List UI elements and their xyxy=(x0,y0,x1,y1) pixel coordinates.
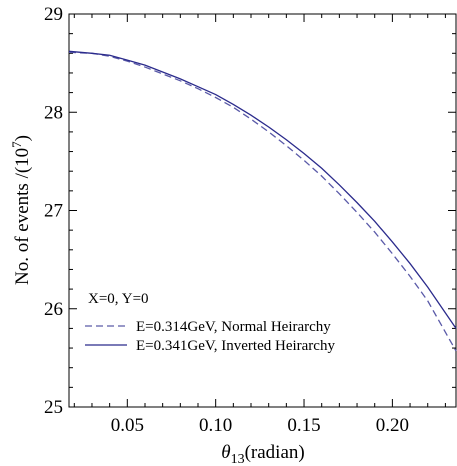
y-axis-label-sup: 7 xyxy=(9,141,24,148)
legend: X=0, Y=0 E=0.314GeV, Normal Heirarchy E=… xyxy=(85,291,335,354)
x-tick-label: 0.15 xyxy=(287,415,320,436)
y-tick-label: 28 xyxy=(44,102,63,123)
x-axis-label-symbol: θ xyxy=(221,442,230,463)
y-axis-label: No. of events /(107) xyxy=(9,135,33,285)
y-tick-label: 26 xyxy=(44,299,63,320)
legend-header: X=0, Y=0 xyxy=(88,291,149,307)
y-axis-label-close: ) xyxy=(12,135,33,141)
legend-label-inverted: E=0.341GeV, Inverted Heirarchy xyxy=(136,338,335,354)
x-tick-label: 0.10 xyxy=(199,415,232,436)
series-line-normal xyxy=(68,51,457,352)
ticks: 0.05 0.10 0.15 0.20 25 26 27 28 29 xyxy=(44,4,456,436)
x-axis-label: θ13(radian) xyxy=(221,442,304,466)
series-lines xyxy=(68,50,457,352)
x-axis-label-subscript: 13 xyxy=(231,452,245,466)
legend-label-normal: E=0.314GeV, Normal Heirarchy xyxy=(136,319,331,335)
y-tick-label: 29 xyxy=(44,4,63,25)
series-line-inverted xyxy=(68,50,457,329)
x-tick-label: 0.20 xyxy=(376,415,409,436)
x-axis-label-rest: (radian) xyxy=(245,442,305,463)
y-tick-label: 27 xyxy=(44,201,63,222)
y-tick-label: 25 xyxy=(44,397,63,418)
y-axis-label-main: No. of events /(10 xyxy=(12,148,33,285)
x-tick-label: 0.05 xyxy=(111,415,144,436)
